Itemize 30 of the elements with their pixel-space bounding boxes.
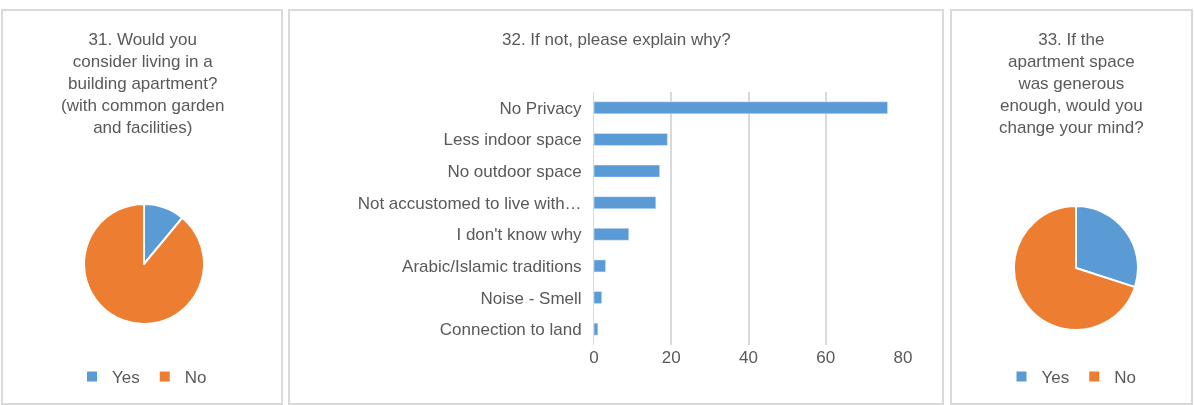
x-tick-label: 0 bbox=[589, 348, 599, 367]
x-tick-label: 40 bbox=[739, 348, 758, 367]
pie-slice bbox=[1013, 205, 1136, 331]
bar bbox=[594, 322, 599, 336]
bar bbox=[594, 196, 657, 209]
legend-label: Yes bbox=[1041, 368, 1070, 388]
bar bbox=[594, 133, 668, 146]
y-tick-label: Noise - Smell bbox=[480, 288, 582, 308]
x-tick-label: 20 bbox=[661, 348, 681, 367]
bar bbox=[594, 164, 660, 178]
legend-label: Yes bbox=[112, 368, 140, 388]
x-tick-label: 60 bbox=[816, 348, 836, 367]
legend-label: No bbox=[184, 368, 207, 388]
y-tick-label: Not accustomed to live with… bbox=[357, 193, 582, 213]
y-tick-label: Less indoor space bbox=[443, 130, 582, 150]
y-tick-label: I don't know why bbox=[456, 225, 583, 245]
chart-title: 33. If the apartment space was generous enough, would you change your mind? bbox=[999, 30, 1144, 138]
y-tick-label: No Privacy bbox=[499, 98, 583, 118]
y-tick-label: Connection to land bbox=[439, 320, 582, 340]
chart-title: 31. Would you consider living in a building apartment? (with common garden and facilities) bbox=[61, 30, 225, 138]
bar bbox=[594, 291, 602, 304]
bar bbox=[594, 101, 888, 115]
bar bbox=[594, 228, 630, 241]
y-tick-label: Arabic/Islamic traditions bbox=[402, 256, 582, 276]
y-tick-label: No outdoor space bbox=[447, 162, 582, 182]
chart-title: 32. If not, please explain why? bbox=[502, 30, 731, 49]
bar bbox=[594, 259, 606, 273]
pie-slice bbox=[83, 203, 205, 325]
x-tick-label: 80 bbox=[893, 348, 913, 367]
legend-label: No bbox=[1114, 368, 1136, 388]
